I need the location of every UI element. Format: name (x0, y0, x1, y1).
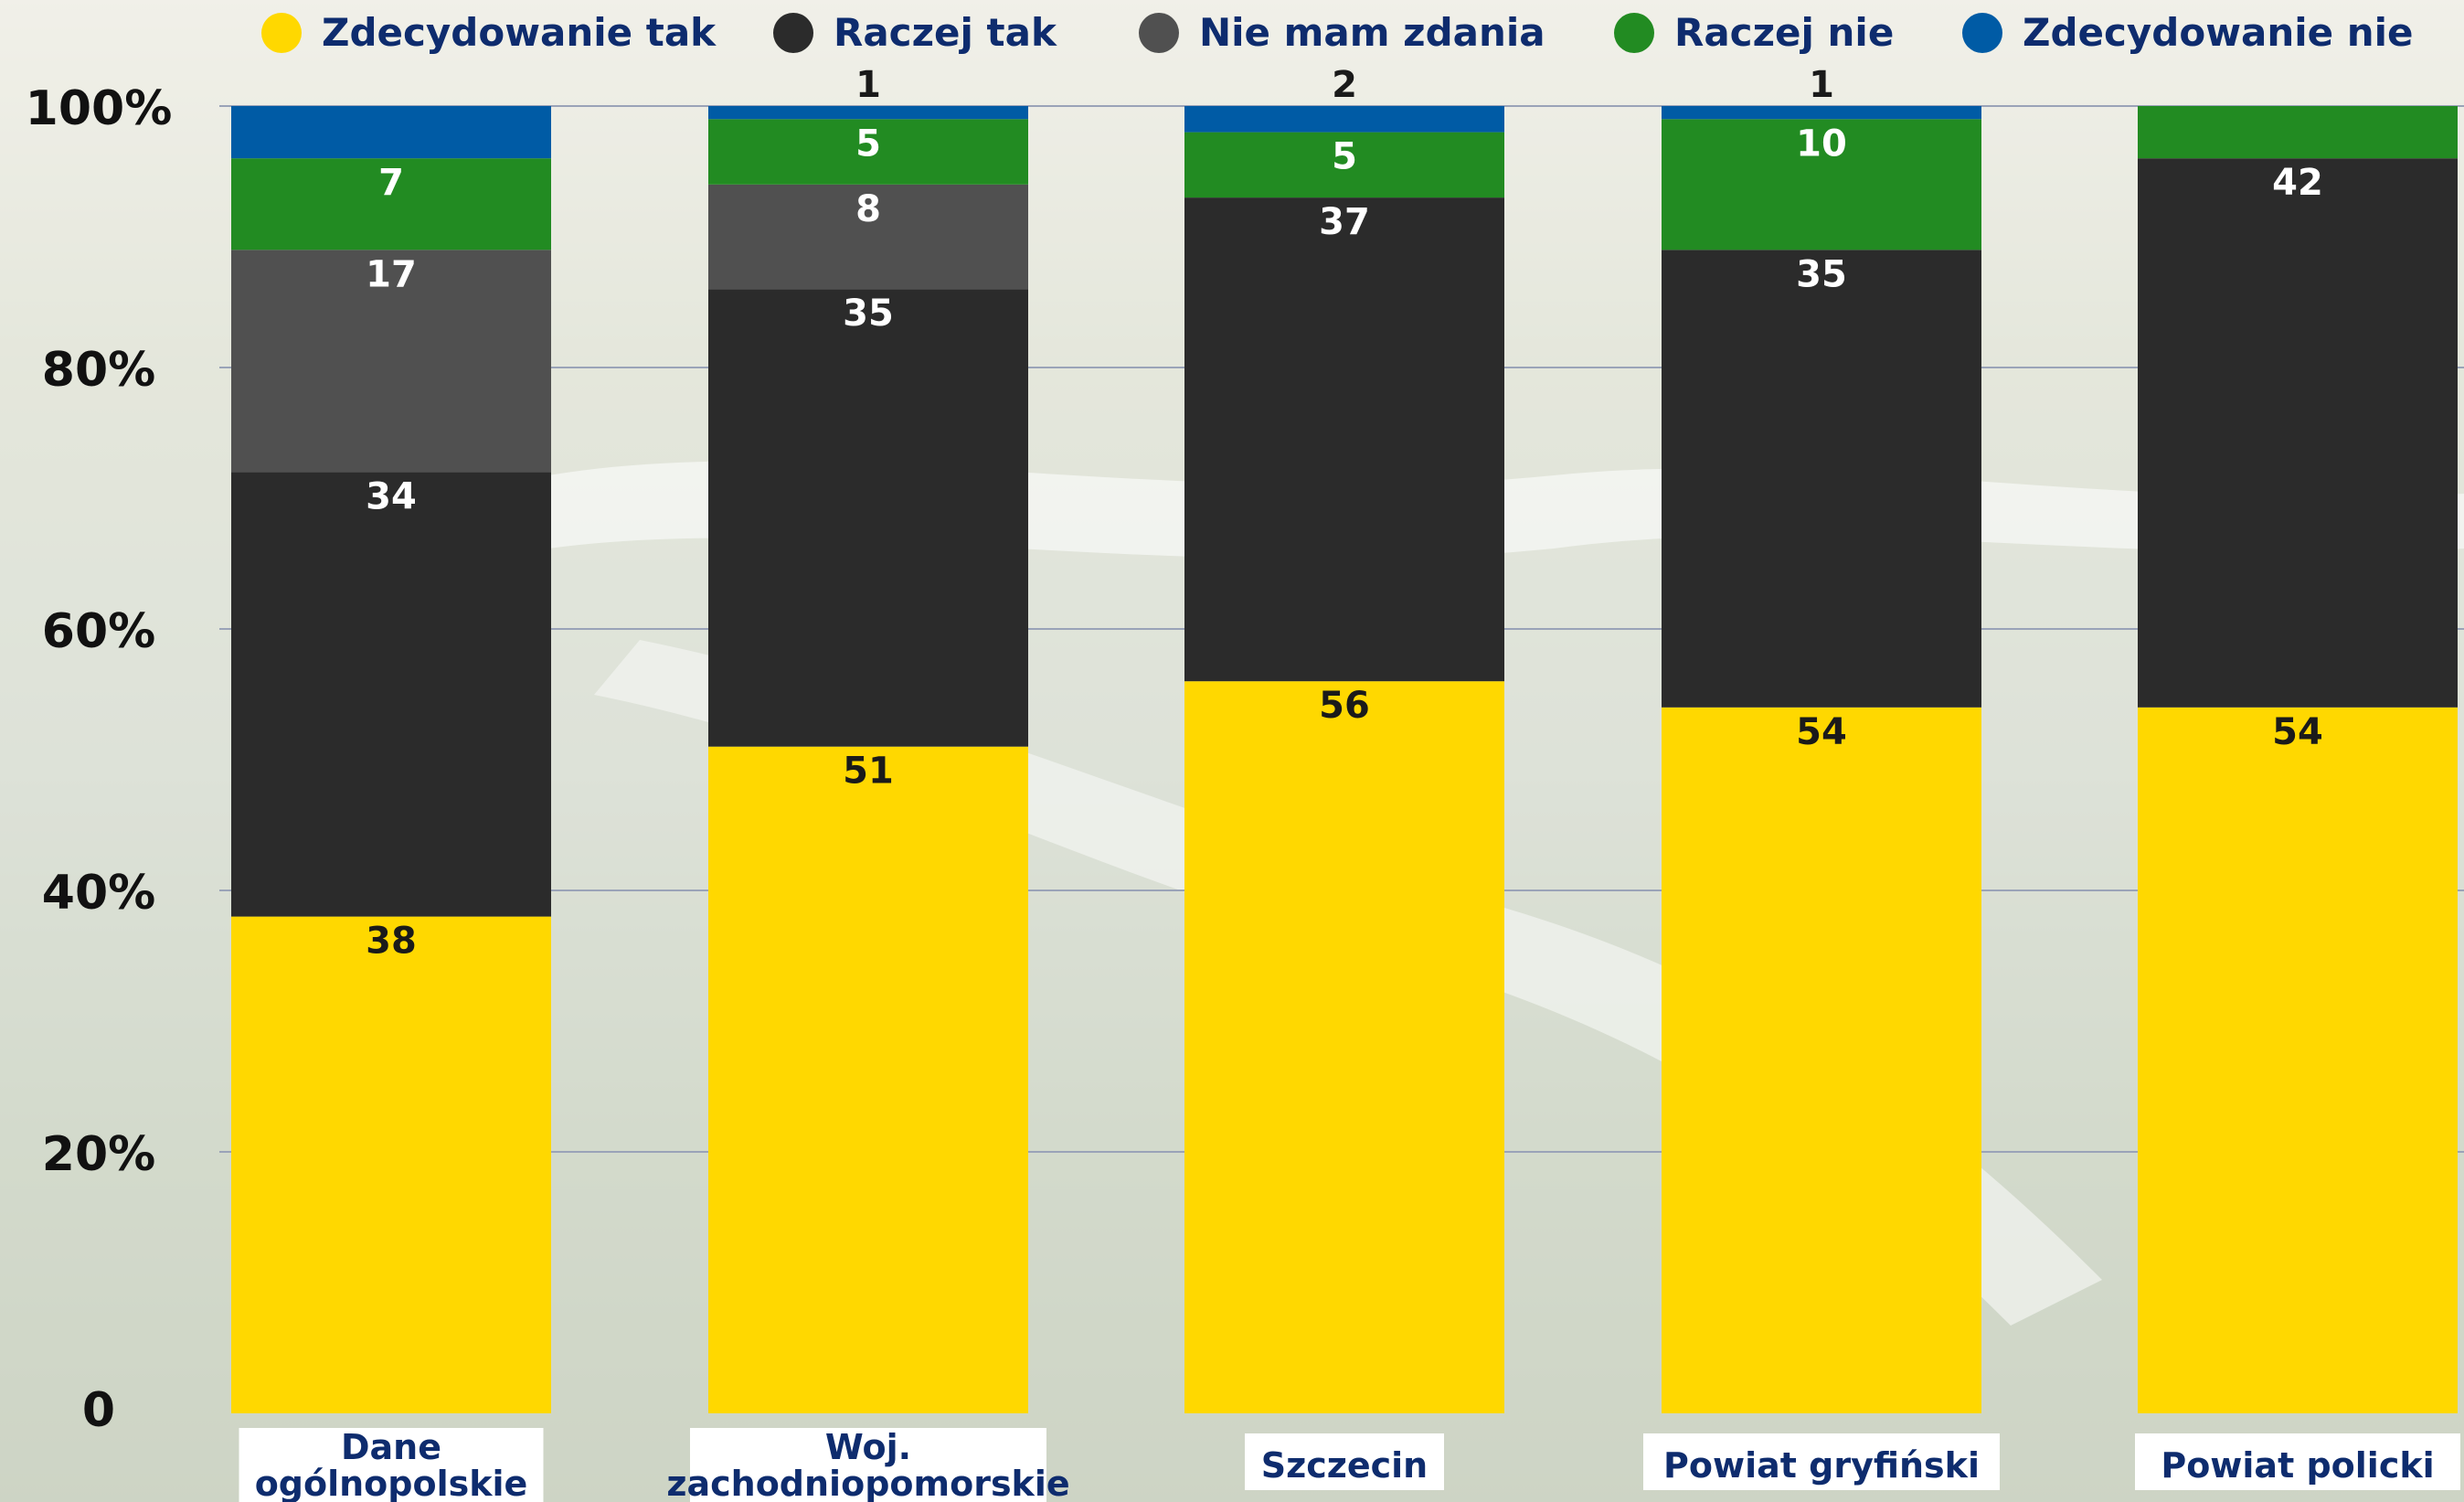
bar-segment-raczej-nie (2138, 106, 2458, 159)
category-label: Powiat gryfiński (1643, 1433, 2000, 1490)
legend-item: Zdecydowanie tak (261, 10, 717, 55)
bar-segment-raczej-tak (231, 472, 551, 917)
data-label: 5 (855, 123, 881, 165)
bar-stack (2138, 106, 2458, 1413)
category-label: Szczecin (1245, 1433, 1444, 1490)
data-label: 1 (1809, 64, 1834, 106)
category-label-text: zachodniopomorskie (666, 1464, 1069, 1502)
data-label: 38 (366, 921, 417, 963)
y-tick-label: 40% (42, 866, 155, 921)
legend-label: Raczej tak (834, 10, 1057, 55)
data-label: 17 (366, 253, 417, 295)
bar-segment-raczej-nie (708, 119, 1028, 185)
category-label-box (239, 1428, 544, 1502)
data-label: 10 (1796, 123, 1847, 165)
legend-swatch (1962, 13, 2002, 53)
category-label-box (2135, 1433, 2460, 1490)
y-tick-label: 80% (42, 343, 155, 398)
bar-stack (708, 106, 1028, 1413)
bar-segment-nie-mam-zdania (231, 250, 551, 473)
legend-label: Zdecydowanie nie (2023, 10, 2414, 55)
category-label: Powiat policki (2135, 1433, 2460, 1490)
category-label-text: Szczecin (1261, 1445, 1428, 1486)
legend-label: Zdecydowanie tak (322, 10, 717, 55)
bar-segment-raczej-nie (231, 158, 551, 250)
data-label: 35 (843, 293, 894, 335)
bar-segment-raczej-tak (2138, 158, 2458, 708)
category-label-box (1245, 1433, 1444, 1490)
bar-stack (231, 106, 551, 1413)
bar-segment-raczej-tak (708, 289, 1028, 747)
bar-segment-nie-mam-zdania (708, 184, 1028, 290)
bar-segment-zdecydowanie-tak (1184, 681, 1504, 1413)
data-label: 8 (855, 188, 881, 230)
data-label: 54 (1796, 711, 1847, 753)
data-label: 42 (2272, 162, 2323, 204)
y-tick-label: 0 (82, 1383, 115, 1438)
data-label: 51 (843, 751, 894, 793)
bars (231, 106, 2458, 1413)
data-label: 54 (2272, 711, 2323, 753)
category-label-text: Woj. (825, 1427, 911, 1467)
legend-swatch (773, 13, 813, 53)
bar-segment-raczej-tak (1184, 197, 1504, 682)
legend-item: Zdecydowanie nie (1962, 10, 2414, 55)
bar-segment-raczej-tak (1662, 250, 1981, 708)
category-label-text: Powiat policki (2161, 1445, 2434, 1486)
bar-segment-zdecydowanie-tak (231, 916, 551, 1413)
bar-segment-zdecydowanie-nie (231, 106, 551, 159)
category-label-text: Powiat gryfiński (1663, 1445, 1980, 1486)
data-label: 5 (1332, 136, 1357, 178)
category-label-box (690, 1428, 1046, 1502)
data-label: 37 (1319, 201, 1370, 243)
legend-swatch (1139, 13, 1179, 53)
data-label: 1 (855, 64, 881, 106)
category-label-text: Dane (341, 1427, 441, 1467)
category-label: Woj.zachodniopomorskie (666, 1427, 1070, 1502)
legend-item: Raczej nie (1614, 10, 1894, 55)
legend-item: Raczej tak (773, 10, 1057, 55)
data-label: 2 (1332, 64, 1357, 106)
bar-stack (1662, 106, 1981, 1413)
data-label: 34 (366, 475, 417, 517)
data-label: 35 (1796, 253, 1847, 295)
bar-segment-zdecydowanie-tak (2138, 707, 2458, 1413)
legend-swatch (261, 13, 302, 53)
bar-segment-zdecydowanie-tak (708, 746, 1028, 1413)
legend-item: Nie mam zdania (1139, 10, 1545, 55)
data-label: 56 (1319, 685, 1370, 727)
legend-label: Raczej nie (1674, 10, 1894, 55)
legend-swatch (1614, 13, 1654, 53)
bar-segment-zdecydowanie-nie (1662, 106, 1981, 120)
y-axis: 0 20% 40% 60% 80% 100% (26, 81, 173, 1438)
legend-label: Nie mam zdania (1199, 10, 1545, 55)
bar-stack (1184, 106, 1504, 1413)
bar-segment-raczej-nie (1184, 132, 1504, 198)
y-tick-label: 60% (42, 604, 155, 659)
category-label-box (1643, 1433, 2000, 1490)
data-label: 7 (378, 162, 404, 204)
y-tick-label: 100% (26, 81, 173, 136)
bar-segment-zdecydowanie-tak (1662, 707, 1981, 1413)
bar-segment-zdecydowanie-nie (708, 106, 1028, 120)
legend: Zdecydowanie tak Raczej tak Nie mam zdania… (261, 10, 2414, 55)
category-label-text: ogólnopolskie (255, 1464, 528, 1502)
bar-segment-zdecydowanie-nie (1184, 106, 1504, 133)
bar-segment-raczej-nie (1662, 119, 1981, 250)
y-tick-label: 20% (42, 1127, 155, 1182)
